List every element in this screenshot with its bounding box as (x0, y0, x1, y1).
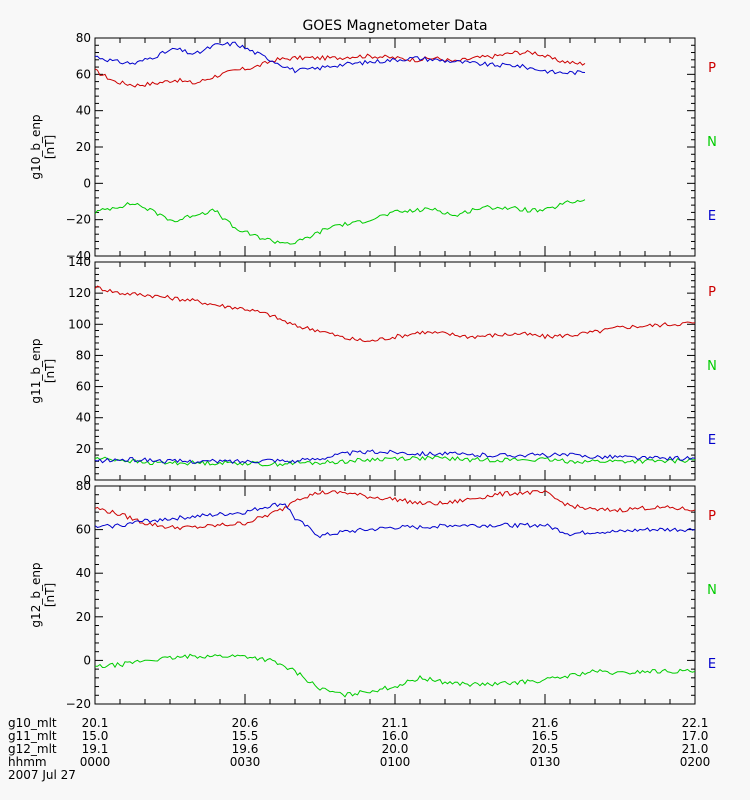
x-table-row-label: g11_mlt (8, 729, 57, 743)
series-line-e (95, 502, 695, 539)
y-tick-label: 20 (76, 442, 91, 456)
panel-3: −20 0 20 40 60 80 g12_b_enp [nT] P N E (29, 479, 717, 711)
y-tick-label: 140 (68, 255, 91, 269)
legend-label-n: N (707, 583, 717, 598)
y-axis-unit: [nT] (43, 135, 57, 159)
y-tick-label: 80 (76, 479, 91, 493)
y-tick-label: 0 (83, 176, 91, 190)
x-table-cell: 22.1 (682, 716, 709, 730)
x-table-cell: 15.0 (82, 729, 109, 743)
x-table-cell: 20.6 (232, 716, 259, 730)
y-tick-label: 80 (76, 348, 91, 362)
y-axis-unit: [nT] (43, 359, 57, 383)
y-tick-label: −40 (66, 249, 91, 263)
series-line-e (95, 449, 695, 465)
x-table-cell: 0130 (530, 755, 561, 769)
y-tick-label: 20 (76, 610, 91, 624)
legend-label-p: P (708, 61, 716, 76)
panel-1: −40 −20 0 20 40 60 80 g10_b_enp [nT] P N E (29, 31, 717, 263)
legend-label-n: N (707, 359, 717, 374)
x-table-cell: 0200 (680, 755, 711, 769)
series-line-p (95, 49, 586, 88)
x-table-cell: 20.5 (532, 742, 559, 756)
x-table-cell: 16.0 (382, 729, 409, 743)
x-table-cell: 21.1 (382, 716, 409, 730)
y-axis-label: g10_b_enp (29, 114, 43, 179)
x-table-cell: 21.6 (532, 716, 559, 730)
x-table-cell: 17.0 (682, 729, 709, 743)
series-line-e (95, 41, 586, 76)
y-axis-label: g11_b_enp (29, 338, 43, 403)
x-table-cell: 0030 (230, 755, 261, 769)
legend-label-e: E (708, 433, 716, 448)
y-tick-label: 20 (76, 140, 91, 154)
legend-label-e: E (708, 657, 716, 672)
series-line-n (95, 653, 695, 698)
x-table-cell: 19.1 (82, 742, 109, 756)
panel-2: 0 20 40 60 80 100 120 140 g11_b_enp [nT] P N E (29, 255, 717, 487)
legend-label-e: E (708, 209, 716, 224)
legend-label-n: N (707, 135, 717, 150)
x-table-cell: 15.5 (232, 729, 259, 743)
x-table-cell: 21.0 (682, 742, 709, 756)
y-tick-label: 80 (76, 31, 91, 45)
date-label: 2007 Jul 27 (8, 768, 76, 782)
y-tick-label: 60 (76, 67, 91, 81)
y-tick-label: 40 (76, 104, 91, 118)
x-table-cell: 0100 (380, 755, 411, 769)
legend-label-p: P (708, 285, 716, 300)
chart-title: GOES Magnetometer Data (302, 18, 487, 34)
y-tick-label: 0 (83, 473, 91, 487)
legend-label-p: P (708, 509, 716, 524)
series-line-p (95, 489, 695, 531)
x-table-cell: 19.6 (232, 742, 259, 756)
x-table-cell: 0000 (80, 755, 111, 769)
x-table-row-label: g12_mlt (8, 742, 57, 756)
x-table-cell: 16.5 (532, 729, 559, 743)
y-tick-label: 0 (83, 653, 91, 667)
y-tick-label: 40 (76, 566, 91, 580)
series-line-n (95, 199, 586, 245)
y-axis-label: g12_b_enp (29, 562, 43, 627)
x-table-cell: 20.1 (82, 716, 109, 730)
y-tick-label: 60 (76, 380, 91, 394)
y-tick-label: 100 (68, 317, 91, 331)
y-tick-label: 120 (68, 286, 91, 300)
x-table-row-label: hhmm (8, 755, 47, 769)
y-tick-label: 60 (76, 523, 91, 537)
panel-frame (94, 37, 696, 257)
x-table-row-label: g10_mlt (8, 716, 57, 730)
x-table-cell: 20.0 (382, 742, 409, 756)
series-line-p (95, 285, 695, 343)
y-tick-label: −20 (66, 697, 91, 711)
panel-frame (94, 261, 696, 481)
y-tick-label: 40 (76, 411, 91, 425)
y-axis-unit: [nT] (43, 583, 57, 607)
y-tick-label: −20 (66, 213, 91, 227)
